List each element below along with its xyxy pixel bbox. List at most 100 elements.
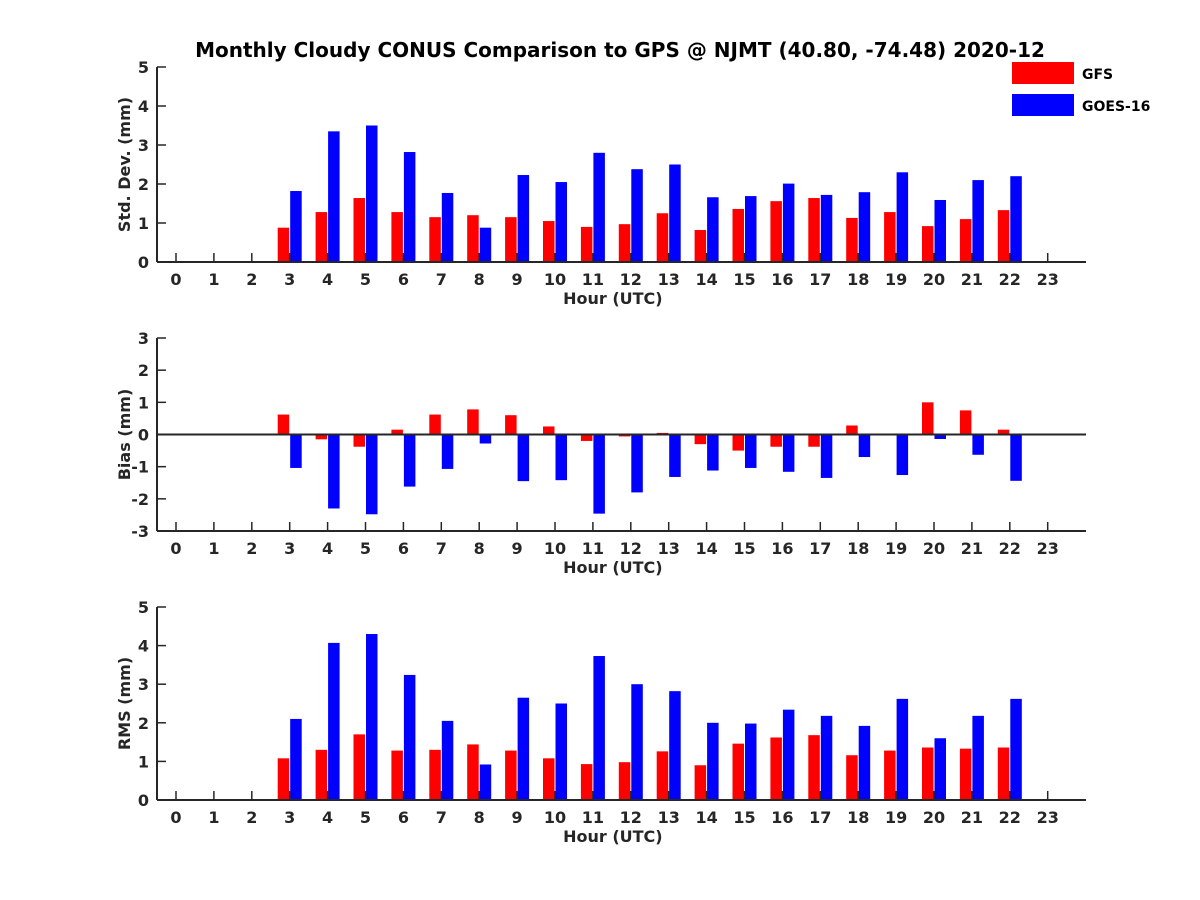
bias-x-tick-label: 21 <box>961 539 983 558</box>
bias-bar-goes-16-h4 <box>328 434 340 509</box>
bias-bar-gfs-h4 <box>315 434 328 440</box>
rms-bar-gfs-h16 <box>770 737 782 800</box>
rms-bar-goes-16-h12 <box>631 684 643 800</box>
bias-y-tick-label: -1 <box>131 458 149 477</box>
rms-x-tick-label: 7 <box>436 808 447 827</box>
rms-bar-goes-16-h10 <box>555 703 567 800</box>
rms-y-tick-label: 0 <box>138 791 149 810</box>
legend-swatch-goes-16 <box>1012 94 1074 116</box>
std-dev-bar-goes-16-h7 <box>441 192 454 262</box>
std-dev-bar-gfs-h20 <box>922 226 934 262</box>
std-dev-bar-goes-16-h11 <box>593 152 605 262</box>
bias-bar-gfs-h21 <box>959 410 972 435</box>
bias-bar-goes-16-h3 <box>290 434 302 468</box>
std-dev-bar-gfs-h18 <box>846 217 858 262</box>
rms-x-tick-label: 9 <box>512 808 523 827</box>
bias-bar-goes-16-h10 <box>555 434 567 481</box>
rms-x-tick-label: 22 <box>999 808 1021 827</box>
std-dev-x-axis-label: Hour (UTC) <box>563 289 663 308</box>
std-dev-y-tick-label: 5 <box>138 58 149 77</box>
std-dev-bar-gfs-h7 <box>429 217 441 262</box>
std-dev-bar-goes-16-h15 <box>745 196 757 262</box>
bias-bar-goes-16-h5 <box>366 434 378 515</box>
rms-x-tick-label: 12 <box>620 808 642 827</box>
bias-x-tick-label: 17 <box>809 539 831 558</box>
rms-bar-goes-16-h20 <box>934 738 946 800</box>
std-dev-x-tick-label: 9 <box>512 270 523 289</box>
std-dev-x-tick-label: 0 <box>170 270 181 289</box>
rms-x-tick-label: 15 <box>733 808 755 827</box>
std-dev-x-tick-label: 3 <box>284 270 295 289</box>
rms-bar-gfs-h11 <box>580 764 593 800</box>
std-dev-x-tick-label: 16 <box>771 270 793 289</box>
std-dev-bar-gfs-h22 <box>997 210 1010 262</box>
rms-bar-gfs-h18 <box>846 755 858 800</box>
bias-y-tick-label: 2 <box>138 361 149 380</box>
rms-x-tick-label: 1 <box>208 808 219 827</box>
bias-x-tick-label: 11 <box>582 539 604 558</box>
bias-y-tick-label: 1 <box>138 393 149 412</box>
rms-bar-gfs-h14 <box>694 765 707 800</box>
rms-bar-goes-16-h16 <box>782 709 795 800</box>
std-dev-bar-gfs-h10 <box>543 221 555 262</box>
std-dev-bar-goes-16-h19 <box>896 172 909 262</box>
chart-title: Monthly Cloudy CONUS Comparison to GPS @… <box>195 38 1045 62</box>
std-dev-x-tick-label: 7 <box>436 270 447 289</box>
std-dev-bar-gfs-h6 <box>391 212 403 262</box>
std-dev-x-tick-label: 15 <box>733 270 755 289</box>
std-dev-x-tick-label: 14 <box>695 270 717 289</box>
bias-x-tick-label: 3 <box>284 539 295 558</box>
bias-bar-gfs-h22 <box>997 429 1010 435</box>
std-dev-x-tick-label: 6 <box>398 270 409 289</box>
rms-bar-goes-16-h22 <box>1010 698 1022 800</box>
std-dev-bar-gfs-h13 <box>656 213 669 262</box>
std-dev-x-tick-label: 4 <box>322 270 333 289</box>
std-dev-bar-goes-16-h17 <box>820 194 833 262</box>
bias-bar-gfs-h11 <box>580 434 593 441</box>
bias-bar-gfs-h9 <box>505 415 517 435</box>
bias-bar-goes-16-h18 <box>858 434 871 458</box>
bias-x-tick-label: 18 <box>847 539 869 558</box>
rms-bar-goes-16-h9 <box>517 697 530 800</box>
bias-bar-gfs-h18 <box>846 425 858 435</box>
bias-x-tick-label: 19 <box>885 539 907 558</box>
std-dev-bar-goes-16-h22 <box>1010 176 1022 262</box>
std-dev-x-tick-label: 23 <box>1037 270 1059 289</box>
rms-bar-gfs-h20 <box>922 747 934 800</box>
bias-x-tick-label: 8 <box>474 539 485 558</box>
std-dev-y-tick-label: 0 <box>138 253 149 272</box>
bias-y-tick-label: 0 <box>138 426 149 445</box>
std-dev-x-tick-label: 8 <box>474 270 485 289</box>
rms-x-tick-label: 14 <box>695 808 717 827</box>
rms-x-tick-label: 4 <box>322 808 333 827</box>
bias-bar-gfs-h14 <box>694 434 707 445</box>
bias-x-axis-label: Hour (UTC) <box>563 558 663 577</box>
std-dev-x-tick-label: 11 <box>582 270 604 289</box>
std-dev-bar-gfs-h9 <box>505 217 517 262</box>
std-dev-bar-goes-16-h16 <box>782 183 795 262</box>
std-dev-y-tick-label: 2 <box>138 175 149 194</box>
rms-bar-gfs-h9 <box>505 750 517 800</box>
rms-bar-goes-16-h18 <box>858 725 871 800</box>
std-dev-bar-goes-16-h8 <box>479 227 492 262</box>
rms-x-tick-label: 0 <box>170 808 181 827</box>
bias-x-tick-label: 7 <box>436 539 447 558</box>
bias-x-tick-label: 0 <box>170 539 181 558</box>
std-dev-x-tick-label: 5 <box>360 270 371 289</box>
std-dev-x-tick-label: 1 <box>208 270 219 289</box>
bias-bar-goes-16-h15 <box>745 434 757 468</box>
bias-x-tick-label: 5 <box>360 539 371 558</box>
bias-bar-gfs-h10 <box>543 426 555 435</box>
bias-x-tick-label: 16 <box>771 539 793 558</box>
std-dev-x-tick-label: 20 <box>923 270 945 289</box>
std-dev-bar-goes-16-h12 <box>631 169 643 262</box>
std-dev-x-tick-label: 17 <box>809 270 831 289</box>
rms-x-tick-label: 20 <box>923 808 945 827</box>
bias-y-tick-label: 3 <box>138 329 149 348</box>
rms-bar-goes-16-h13 <box>669 691 681 800</box>
bias-bar-goes-16-h22 <box>1010 434 1022 481</box>
bias-bar-gfs-h8 <box>467 409 479 435</box>
bias-bar-goes-16-h8 <box>479 434 492 444</box>
